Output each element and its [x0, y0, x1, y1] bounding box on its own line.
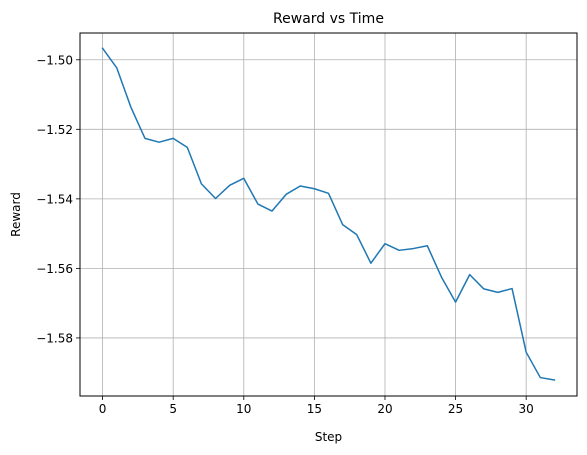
- y-axis-label: Reward: [9, 192, 23, 237]
- y-tick-label: −1.56: [36, 262, 73, 276]
- x-tick-label: 20: [377, 402, 392, 416]
- x-tick-label: 25: [448, 402, 463, 416]
- x-tick-label: 0: [99, 402, 107, 416]
- x-tick-label: 5: [169, 402, 177, 416]
- y-tick-label: −1.54: [36, 192, 73, 206]
- y-tick-label: −1.58: [36, 331, 73, 345]
- x-tick-label: 30: [519, 402, 534, 416]
- plot-area-background: [80, 33, 577, 396]
- chart-title: Reward vs Time: [273, 11, 384, 27]
- x-axis-label: Step: [315, 430, 342, 444]
- x-tick-label: 10: [236, 402, 251, 416]
- y-tick-label: −1.52: [36, 123, 73, 137]
- y-tick-label: −1.50: [36, 53, 73, 67]
- x-tick-label: 15: [307, 402, 322, 416]
